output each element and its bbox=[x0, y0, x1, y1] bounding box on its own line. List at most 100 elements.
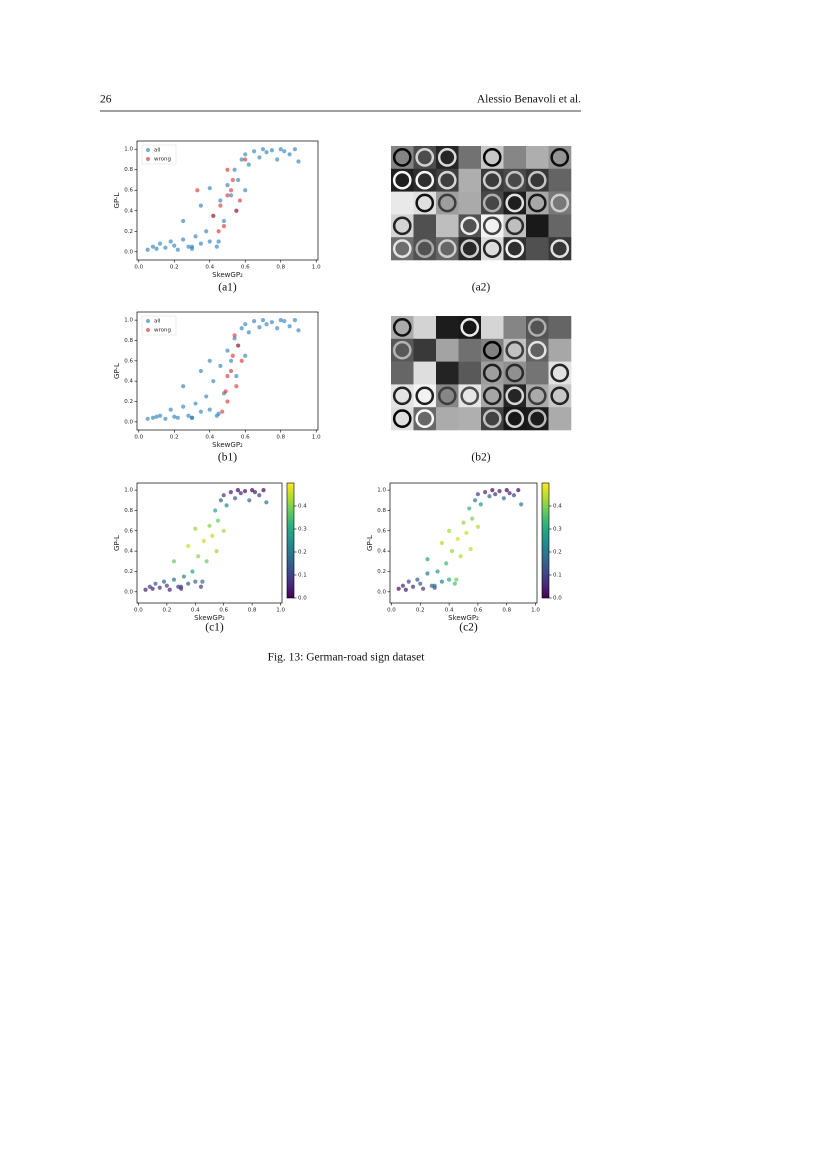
data-point bbox=[221, 528, 226, 533]
data-point bbox=[211, 379, 216, 384]
y-tick-label: 1.0 bbox=[124, 318, 133, 324]
data-point bbox=[210, 533, 215, 538]
y-tick-label: 0.6 bbox=[124, 358, 133, 364]
image-tile bbox=[458, 191, 482, 215]
data-point bbox=[164, 583, 169, 588]
data-point bbox=[181, 384, 186, 389]
data-point bbox=[201, 538, 206, 544]
data-point bbox=[234, 208, 239, 213]
data-point bbox=[228, 188, 234, 193]
data-point bbox=[269, 320, 274, 325]
data-point bbox=[292, 147, 298, 152]
data-point bbox=[150, 586, 155, 591]
data-point bbox=[207, 523, 212, 528]
sign-shape bbox=[550, 239, 570, 258]
data-point bbox=[157, 241, 163, 246]
data-point bbox=[239, 157, 244, 162]
x-tick-label: 1.0 bbox=[312, 435, 321, 441]
data-point bbox=[287, 152, 292, 157]
data-point bbox=[178, 584, 184, 589]
data-point bbox=[167, 587, 172, 592]
data-point bbox=[189, 244, 195, 249]
data-point bbox=[234, 384, 239, 389]
data-point bbox=[225, 348, 230, 353]
image-tile bbox=[436, 338, 459, 362]
data-point bbox=[163, 416, 168, 421]
colorbar-tick-label: 0.0 bbox=[298, 596, 307, 602]
data-point bbox=[472, 498, 478, 503]
legend-label: all bbox=[154, 148, 161, 154]
y-tick-label: 0.0 bbox=[124, 419, 133, 425]
sign-shape bbox=[550, 193, 570, 213]
image-tile bbox=[526, 361, 549, 385]
sign-shape bbox=[527, 409, 547, 428]
data-point bbox=[153, 581, 158, 586]
data-point bbox=[282, 149, 287, 154]
data-point bbox=[168, 407, 173, 412]
y-tick-label: 0.6 bbox=[124, 528, 133, 534]
data-point bbox=[257, 155, 262, 160]
image-tile bbox=[413, 361, 437, 385]
data-point bbox=[478, 502, 483, 507]
y-tick-label: 0.8 bbox=[124, 508, 133, 514]
colorbar-tick-label: 0.1 bbox=[553, 573, 562, 579]
scatter-chart: 0.0 0.2 0.4 0.6 0.8 1.0 0.0 0.2 0.4 0.6 0.8 1.0 all w… bbox=[113, 140, 321, 294]
data-point bbox=[246, 330, 251, 335]
colorbar bbox=[541, 482, 550, 599]
x-tick-label: 0.0 bbox=[134, 435, 143, 441]
data-point bbox=[181, 237, 186, 242]
colorbar-tick-label: 0.3 bbox=[553, 527, 562, 533]
plot-frame bbox=[389, 482, 538, 604]
data-point bbox=[218, 203, 223, 208]
data-point bbox=[193, 401, 198, 406]
y-axis-label: GP-L bbox=[113, 535, 121, 551]
data-point bbox=[475, 492, 481, 497]
data-point bbox=[507, 491, 512, 496]
x-tick-label: 0.0 bbox=[134, 608, 143, 614]
data-point bbox=[425, 557, 430, 562]
data-point bbox=[237, 198, 243, 203]
sign-shape bbox=[550, 148, 570, 167]
data-point bbox=[207, 358, 212, 363]
y-tick-label: 0.4 bbox=[124, 379, 133, 385]
data-point bbox=[225, 183, 230, 188]
data-point bbox=[204, 229, 209, 234]
y-tick-label: 0.4 bbox=[377, 549, 386, 555]
data-point bbox=[172, 243, 177, 248]
data-point bbox=[454, 577, 459, 582]
sign-shape bbox=[505, 363, 525, 383]
data-point bbox=[435, 569, 440, 574]
data-point bbox=[196, 554, 201, 559]
data-point bbox=[396, 586, 401, 591]
sign-shape bbox=[415, 193, 435, 213]
data-point bbox=[193, 579, 198, 584]
data-point bbox=[243, 322, 248, 327]
sign-shape bbox=[392, 386, 412, 406]
data-point bbox=[161, 579, 167, 584]
data-point bbox=[224, 503, 229, 508]
data-point bbox=[220, 409, 225, 414]
data-point bbox=[211, 213, 216, 218]
data-point bbox=[221, 224, 227, 229]
data-point bbox=[236, 177, 241, 183]
running-head: Alessio Benavoli et al. bbox=[477, 94, 581, 106]
data-point bbox=[252, 149, 257, 154]
image-tile bbox=[503, 316, 527, 340]
data-point bbox=[468, 547, 473, 552]
sign-shape bbox=[437, 193, 457, 213]
y-tick-label: 0.4 bbox=[124, 208, 133, 214]
image-tile bbox=[436, 361, 459, 385]
data-point bbox=[163, 245, 168, 250]
data-point bbox=[228, 193, 234, 198]
x-tick-label: 0.2 bbox=[416, 608, 425, 614]
data-point bbox=[200, 579, 205, 584]
image-tile bbox=[436, 214, 459, 238]
y-tick-label: 0.0 bbox=[124, 249, 133, 255]
data-point bbox=[446, 528, 452, 533]
sign-shape bbox=[482, 386, 502, 406]
data-point bbox=[487, 494, 492, 499]
data-point bbox=[242, 489, 248, 494]
colorbar-tick-label: 0.2 bbox=[298, 550, 307, 556]
data-point bbox=[221, 218, 227, 224]
data-point bbox=[150, 415, 156, 420]
